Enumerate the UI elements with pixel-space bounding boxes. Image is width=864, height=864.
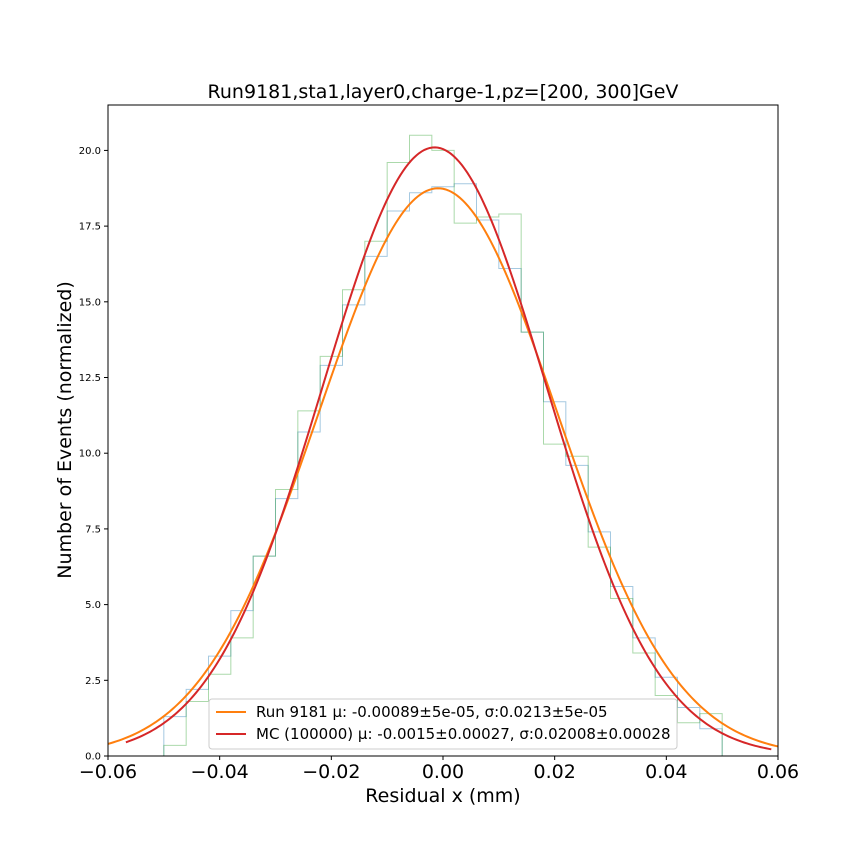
y-tick-label-8: 20.0 — [79, 146, 101, 157]
y-tick-label-4: 10.0 — [79, 449, 101, 460]
y-tick-label-5: 12.5 — [79, 373, 101, 384]
legend-label-run: Run 9181 μ: -0.00089±5e-05, σ:0.0213±5e-… — [256, 703, 608, 721]
x-tick-label-3: 0.00 — [422, 761, 464, 783]
y-axis-label: Number of Events (normalized) — [54, 281, 76, 579]
chart-title: Run9181,sta1,layer0,charge-1,pz=[200, 30… — [208, 81, 679, 103]
fit-curve-0 — [107, 187, 779, 748]
legend-box — [208, 698, 678, 750]
x-tick-label-4: 0.02 — [534, 761, 576, 783]
histogram-0 — [163, 183, 723, 756]
x-axis-label: Residual x (mm) — [365, 785, 520, 807]
fit-curve-1 — [125, 146, 772, 751]
y-tick-label-1: 2.5 — [85, 676, 101, 687]
legend-label-mc: MC (100000) μ: -0.0015±0.00027, σ:0.0200… — [256, 725, 671, 743]
plot-area — [107, 134, 779, 756]
x-tick-label-5: 0.04 — [645, 761, 687, 783]
x-axis: −0.06 −0.04 −0.02 0.00 0.02 0.04 0.06 — [79, 756, 799, 783]
y-tick-label-3: 7.5 — [85, 524, 101, 535]
y-axis: 0.0 2.5 5.0 7.5 10.0 12.5 15.0 17.5 20.0 — [79, 146, 108, 763]
x-tick-label-1: −0.04 — [191, 761, 249, 783]
y-tick-label-0: 0.0 — [85, 752, 101, 763]
y-tick-label-6: 15.0 — [79, 297, 101, 308]
fit-curve-group — [107, 146, 779, 751]
x-tick-label-6: 0.06 — [757, 761, 799, 783]
histogram-group — [163, 134, 723, 756]
legend: Run 9181 μ: -0.00089±5e-05, σ:0.0213±5e-… — [208, 698, 678, 750]
histogram-1 — [163, 134, 723, 756]
x-tick-label-0: −0.06 — [79, 761, 137, 783]
x-tick-label-2: −0.02 — [302, 761, 360, 783]
y-tick-label-7: 17.5 — [79, 222, 101, 233]
y-tick-label-2: 5.0 — [85, 600, 101, 611]
